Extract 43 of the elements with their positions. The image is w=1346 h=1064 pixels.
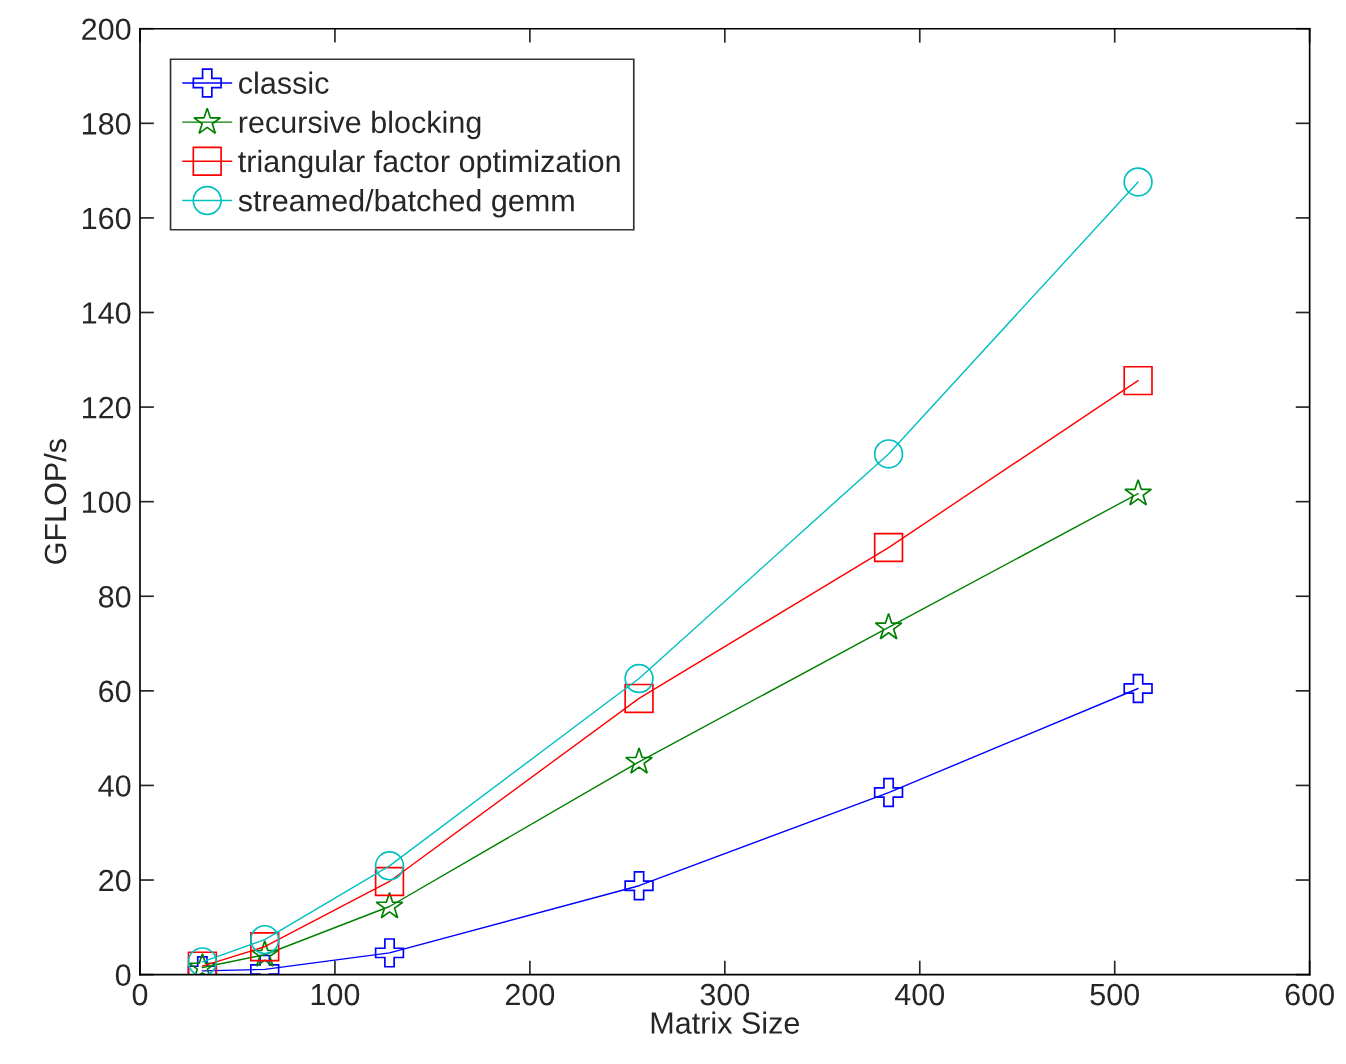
point bbox=[873, 532, 904, 563]
point bbox=[374, 851, 405, 881]
y-tick-label: 180 bbox=[83, 113, 131, 135]
x-tick-label: 100 bbox=[311, 983, 360, 1006]
x-tick-label: 400 bbox=[894, 983, 945, 1006]
legend-label: recursive blocking bbox=[239, 110, 481, 140]
y-tick-label: 20 bbox=[99, 869, 131, 892]
y-tick-label: 40 bbox=[98, 775, 131, 797]
point bbox=[250, 924, 280, 955]
legend-label: classic bbox=[239, 71, 329, 94]
point bbox=[874, 612, 903, 640]
point bbox=[1123, 167, 1153, 197]
point bbox=[374, 938, 405, 968]
point bbox=[873, 439, 904, 469]
point bbox=[250, 940, 279, 967]
point bbox=[250, 931, 280, 962]
x-tick-label: 300 bbox=[700, 983, 750, 1006]
y-tick-label: 0 bbox=[115, 964, 131, 986]
y-tick-label: 140 bbox=[83, 302, 131, 324]
point bbox=[1124, 478, 1153, 506]
x-tick-label: 200 bbox=[505, 983, 555, 1006]
y-tick-label: 200 bbox=[82, 18, 131, 41]
x-tick-label: 500 bbox=[1090, 983, 1140, 1006]
y-tick-label: 80 bbox=[98, 586, 131, 608]
legend-label: triangular factor optimization bbox=[238, 149, 620, 179]
y-tick-label: 160 bbox=[83, 207, 131, 230]
point bbox=[1123, 673, 1153, 704]
x-tick-label: 600 bbox=[1285, 983, 1334, 1006]
point bbox=[873, 777, 904, 808]
y-tick-label: 100 bbox=[83, 491, 131, 514]
point bbox=[374, 866, 405, 897]
y-tick-label: 120 bbox=[83, 396, 131, 419]
point bbox=[624, 663, 654, 694]
y-axis-title: GFLOP/s bbox=[43, 439, 67, 564]
point bbox=[625, 747, 654, 774]
x-axis-title: Matrix Size bbox=[651, 1011, 800, 1034]
legend-label: streamed/batched gemm bbox=[238, 189, 574, 218]
point bbox=[1123, 365, 1153, 396]
point bbox=[375, 891, 404, 919]
point bbox=[624, 683, 654, 714]
y-tick-label: 60 bbox=[99, 680, 131, 703]
point bbox=[624, 870, 654, 901]
x-tick-label: 0 bbox=[132, 983, 148, 1006]
